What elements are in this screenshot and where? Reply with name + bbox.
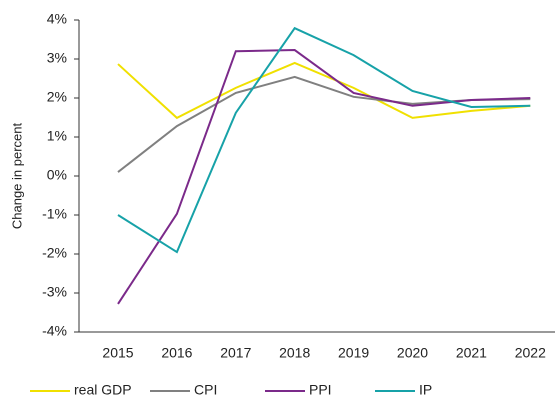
y-axis-label: Change in percent bbox=[9, 122, 24, 229]
x-tick-label: 2019 bbox=[338, 345, 369, 361]
y-tick-label: -2% bbox=[42, 245, 67, 261]
legend-label: PPI bbox=[309, 382, 332, 398]
legend-label: real GDP bbox=[74, 382, 132, 398]
x-tick-label: 2021 bbox=[456, 345, 487, 361]
y-tick-label: 2% bbox=[47, 89, 67, 105]
y-tick-label: 0% bbox=[47, 167, 67, 183]
legend-label: IP bbox=[419, 382, 432, 398]
x-tick-label: 2017 bbox=[220, 345, 251, 361]
series-line bbox=[117, 49, 531, 305]
y-tick-label: -4% bbox=[42, 323, 67, 339]
series-line bbox=[117, 61, 531, 120]
y-tick-label: -3% bbox=[42, 284, 67, 300]
y-tick-label: 1% bbox=[47, 128, 67, 144]
series-line bbox=[117, 26, 531, 254]
y-tick-label: 3% bbox=[47, 50, 67, 66]
x-tick-label: 2020 bbox=[397, 345, 428, 361]
x-tick-label: 2018 bbox=[279, 345, 310, 361]
x-tick-label: 2016 bbox=[161, 345, 192, 361]
series-line bbox=[117, 75, 531, 173]
legend-label: CPI bbox=[194, 382, 217, 398]
x-tick-label: 2022 bbox=[515, 345, 546, 361]
x-tick-label: 2015 bbox=[102, 345, 133, 361]
y-tick-label: 4% bbox=[47, 11, 67, 27]
y-tick-label: -1% bbox=[42, 206, 67, 222]
